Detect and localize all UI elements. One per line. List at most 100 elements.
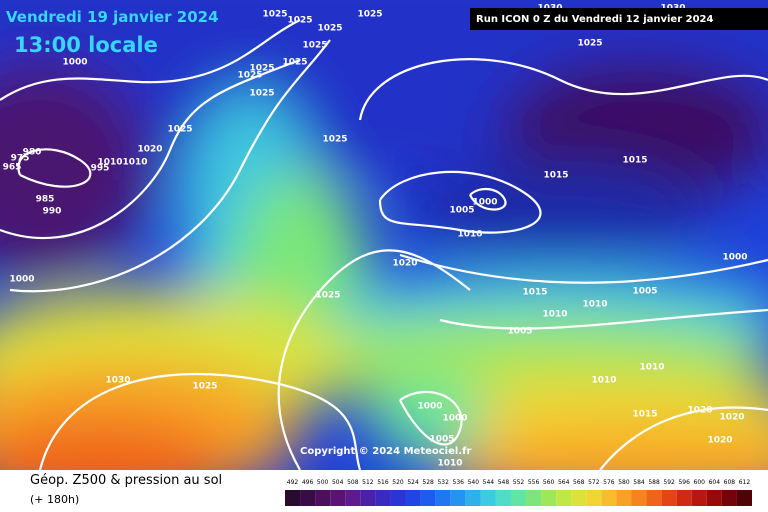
isobar-label: 1010: [639, 363, 664, 373]
copyright: Copyright © 2024 Meteociel.fr: [300, 446, 471, 457]
scale-label: 600: [694, 479, 706, 486]
scale-swatch: [465, 490, 481, 506]
scale-swatch: [375, 490, 391, 506]
isobar-label: 990: [43, 207, 62, 217]
isobar: [0, 19, 301, 101]
scale-label: 608: [724, 479, 736, 486]
scale-swatch: [405, 490, 421, 506]
color-scale: 492 496 500 504 508 512 516 520 524 528 532 536 540 5…: [285, 479, 752, 506]
isobar-label: 1025: [249, 89, 274, 99]
isobar: [469, 187, 507, 211]
isobar-label: 1020: [687, 406, 712, 416]
isobar-label: 1000: [417, 402, 442, 412]
isobar-label: 1025: [287, 16, 312, 26]
isobar: [358, 58, 768, 121]
scale-swatch: [435, 490, 451, 506]
scale-swatch: [691, 490, 707, 506]
scale-swatch: [360, 490, 376, 506]
scale-label: 564: [558, 479, 570, 486]
scale-label: 596: [678, 479, 690, 486]
scale-swatch: [706, 490, 722, 506]
isobar-label: 1025: [315, 291, 340, 301]
isobar-label: 1010: [591, 376, 616, 386]
scale-label: 544: [483, 479, 495, 486]
scale-label: 540: [468, 479, 480, 486]
scale-swatch: [586, 490, 602, 506]
isobar-label: 965: [3, 163, 22, 173]
scale-swatch: [315, 490, 331, 506]
isobar-label: 1010: [582, 300, 607, 310]
scale-label: 576: [603, 479, 615, 486]
scale-label: 508: [347, 479, 359, 486]
isobar-label: 1025: [262, 10, 287, 20]
isobar-label: 985: [36, 195, 55, 205]
scale-label: 556: [528, 479, 540, 486]
isobar-label: 1010: [542, 310, 567, 320]
scale-swatch: [345, 490, 361, 506]
isobar-label: 1000: [722, 253, 747, 263]
scale-label: 552: [513, 479, 525, 486]
scale-swatch: [721, 490, 737, 506]
isobar-label: 1025: [322, 135, 347, 145]
isobar-label: 1025: [317, 24, 342, 34]
scale-label: 580: [618, 479, 630, 486]
scale-swatch: [300, 490, 316, 506]
scale-label: 536: [453, 479, 465, 486]
scale-label: 496: [302, 479, 314, 486]
isobar-label: 1025: [357, 10, 382, 20]
scale-swatch: [631, 490, 647, 506]
isobar-label: 1025: [302, 41, 327, 51]
isobar-label: 1010: [437, 459, 462, 469]
isobar-label: 1025: [577, 39, 602, 49]
isobar: [17, 148, 92, 188]
scale-label: 500: [317, 479, 329, 486]
scale-label: 520: [392, 479, 404, 486]
scale-swatch: [420, 490, 436, 506]
scale-label: 548: [498, 479, 510, 486]
isobar-label: 1005: [429, 435, 454, 445]
isobar-labels: 1025102510251025102510251025102510251025…: [3, 4, 748, 469]
isobar-label: 1030: [105, 376, 130, 386]
isobar-label: 980: [23, 148, 42, 158]
scale-swatch: [736, 490, 752, 506]
isobar-label: 1020: [707, 436, 732, 446]
isobar-label: 1015: [543, 171, 568, 181]
scale-swatch: [646, 490, 662, 506]
isobar-label: 1025: [249, 64, 274, 74]
isobar: [38, 372, 362, 470]
isobar: [399, 390, 463, 446]
isobar-label: 1025: [167, 125, 192, 135]
scale-swatch: [510, 490, 527, 506]
scale-swatch: [676, 490, 692, 506]
scale-label: 572: [588, 479, 600, 486]
scale-label: 504: [332, 479, 344, 486]
scale-swatch: [541, 490, 557, 506]
scale-swatch: [556, 490, 572, 506]
scale-label: 592: [663, 479, 675, 486]
isobar-label: 1010: [457, 230, 482, 240]
isobar-label: 1000: [62, 58, 87, 68]
scale-label: 516: [377, 479, 389, 486]
forecast-date: Vendredi 19 janvier 2024: [6, 8, 219, 26]
isobar: [277, 249, 471, 470]
isobar: [378, 170, 542, 234]
isobar-label: 1000: [442, 414, 467, 424]
isobar-label: 1005: [632, 287, 657, 297]
isobar-label: 1025: [192, 382, 217, 392]
scale-swatch: [616, 490, 632, 506]
scale-label: 584: [633, 479, 645, 486]
scale-swatch: [661, 490, 677, 506]
isobar: [0, 58, 301, 240]
scale-swatch: [571, 490, 587, 506]
scale-label: 568: [573, 479, 585, 486]
scale-label: 512: [362, 479, 374, 486]
scale-label: 528: [422, 479, 434, 486]
forecast-time: 13:00 locale: [14, 33, 158, 57]
isobar-label: 1020: [719, 413, 744, 423]
footer-title: Géop. Z500 & pression au sol: [30, 473, 222, 488]
scale-swatch: [526, 490, 542, 506]
scale-swatch: [495, 490, 511, 506]
isobar-label: 1010: [97, 158, 122, 168]
isobar-label: 1015: [632, 410, 657, 420]
